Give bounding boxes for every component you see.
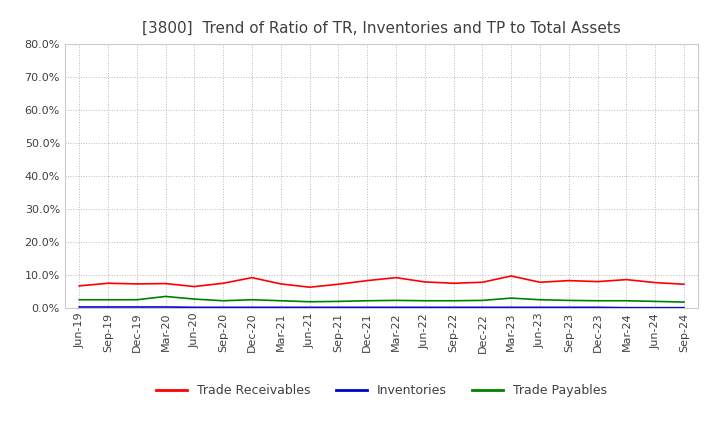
Trade Payables — [190, 297, 199, 302]
Trade Receivables — [680, 282, 688, 287]
Inventories — [478, 304, 487, 310]
Trade Payables — [305, 299, 314, 304]
Trade Receivables — [219, 281, 228, 286]
Trade Payables — [248, 297, 256, 302]
Inventories — [449, 304, 458, 310]
Inventories — [593, 304, 602, 310]
Inventories — [392, 304, 400, 310]
Trade Payables — [536, 297, 544, 302]
Trade Receivables — [104, 281, 112, 286]
Trade Payables — [132, 297, 141, 302]
Trade Payables — [507, 296, 516, 301]
Trade Receivables — [651, 280, 660, 285]
Trade Payables — [593, 298, 602, 304]
Inventories — [507, 304, 516, 310]
Trade Receivables — [507, 273, 516, 279]
Inventories — [334, 304, 343, 310]
Inventories — [564, 304, 573, 310]
Trade Receivables — [190, 284, 199, 289]
Trade Payables — [363, 298, 372, 304]
Inventories — [190, 304, 199, 310]
Trade Receivables — [392, 275, 400, 280]
Trade Payables — [75, 297, 84, 302]
Trade Payables — [219, 298, 228, 304]
Inventories — [276, 304, 285, 310]
Trade Payables — [104, 297, 112, 302]
Trade Receivables — [75, 283, 84, 289]
Trade Receivables — [536, 280, 544, 285]
Trade Receivables — [305, 285, 314, 290]
Inventories — [622, 305, 631, 310]
Inventories — [161, 304, 170, 310]
Inventories — [305, 304, 314, 310]
Trade Receivables — [449, 281, 458, 286]
Trade Receivables — [161, 281, 170, 286]
Trade Receivables — [248, 275, 256, 280]
Inventories — [75, 304, 84, 310]
Inventories — [363, 304, 372, 310]
Line: Trade Receivables: Trade Receivables — [79, 276, 684, 287]
Trade Payables — [680, 299, 688, 304]
Trade Payables — [478, 298, 487, 303]
Trade Receivables — [622, 277, 631, 282]
Trade Payables — [564, 298, 573, 303]
Trade Payables — [420, 298, 429, 304]
Inventories — [219, 304, 228, 310]
Inventories — [651, 305, 660, 310]
Trade Receivables — [478, 280, 487, 285]
Trade Receivables — [334, 282, 343, 287]
Title: [3800]  Trend of Ratio of TR, Inventories and TP to Total Assets: [3800] Trend of Ratio of TR, Inventories… — [142, 21, 621, 36]
Inventories — [420, 304, 429, 310]
Trade Payables — [449, 298, 458, 304]
Trade Payables — [651, 299, 660, 304]
Trade Payables — [276, 298, 285, 304]
Legend: Trade Receivables, Inventories, Trade Payables: Trade Receivables, Inventories, Trade Pa… — [151, 379, 612, 402]
Trade Receivables — [276, 281, 285, 286]
Inventories — [132, 304, 141, 310]
Trade Payables — [392, 298, 400, 303]
Trade Payables — [622, 298, 631, 304]
Trade Payables — [334, 299, 343, 304]
Trade Payables — [161, 294, 170, 299]
Line: Inventories: Inventories — [79, 307, 684, 308]
Inventories — [248, 304, 256, 310]
Inventories — [104, 304, 112, 310]
Inventories — [536, 304, 544, 310]
Trade Receivables — [593, 279, 602, 284]
Line: Trade Payables: Trade Payables — [79, 297, 684, 302]
Trade Receivables — [132, 281, 141, 286]
Trade Receivables — [363, 278, 372, 283]
Trade Receivables — [564, 278, 573, 283]
Inventories — [680, 305, 688, 310]
Trade Receivables — [420, 279, 429, 285]
